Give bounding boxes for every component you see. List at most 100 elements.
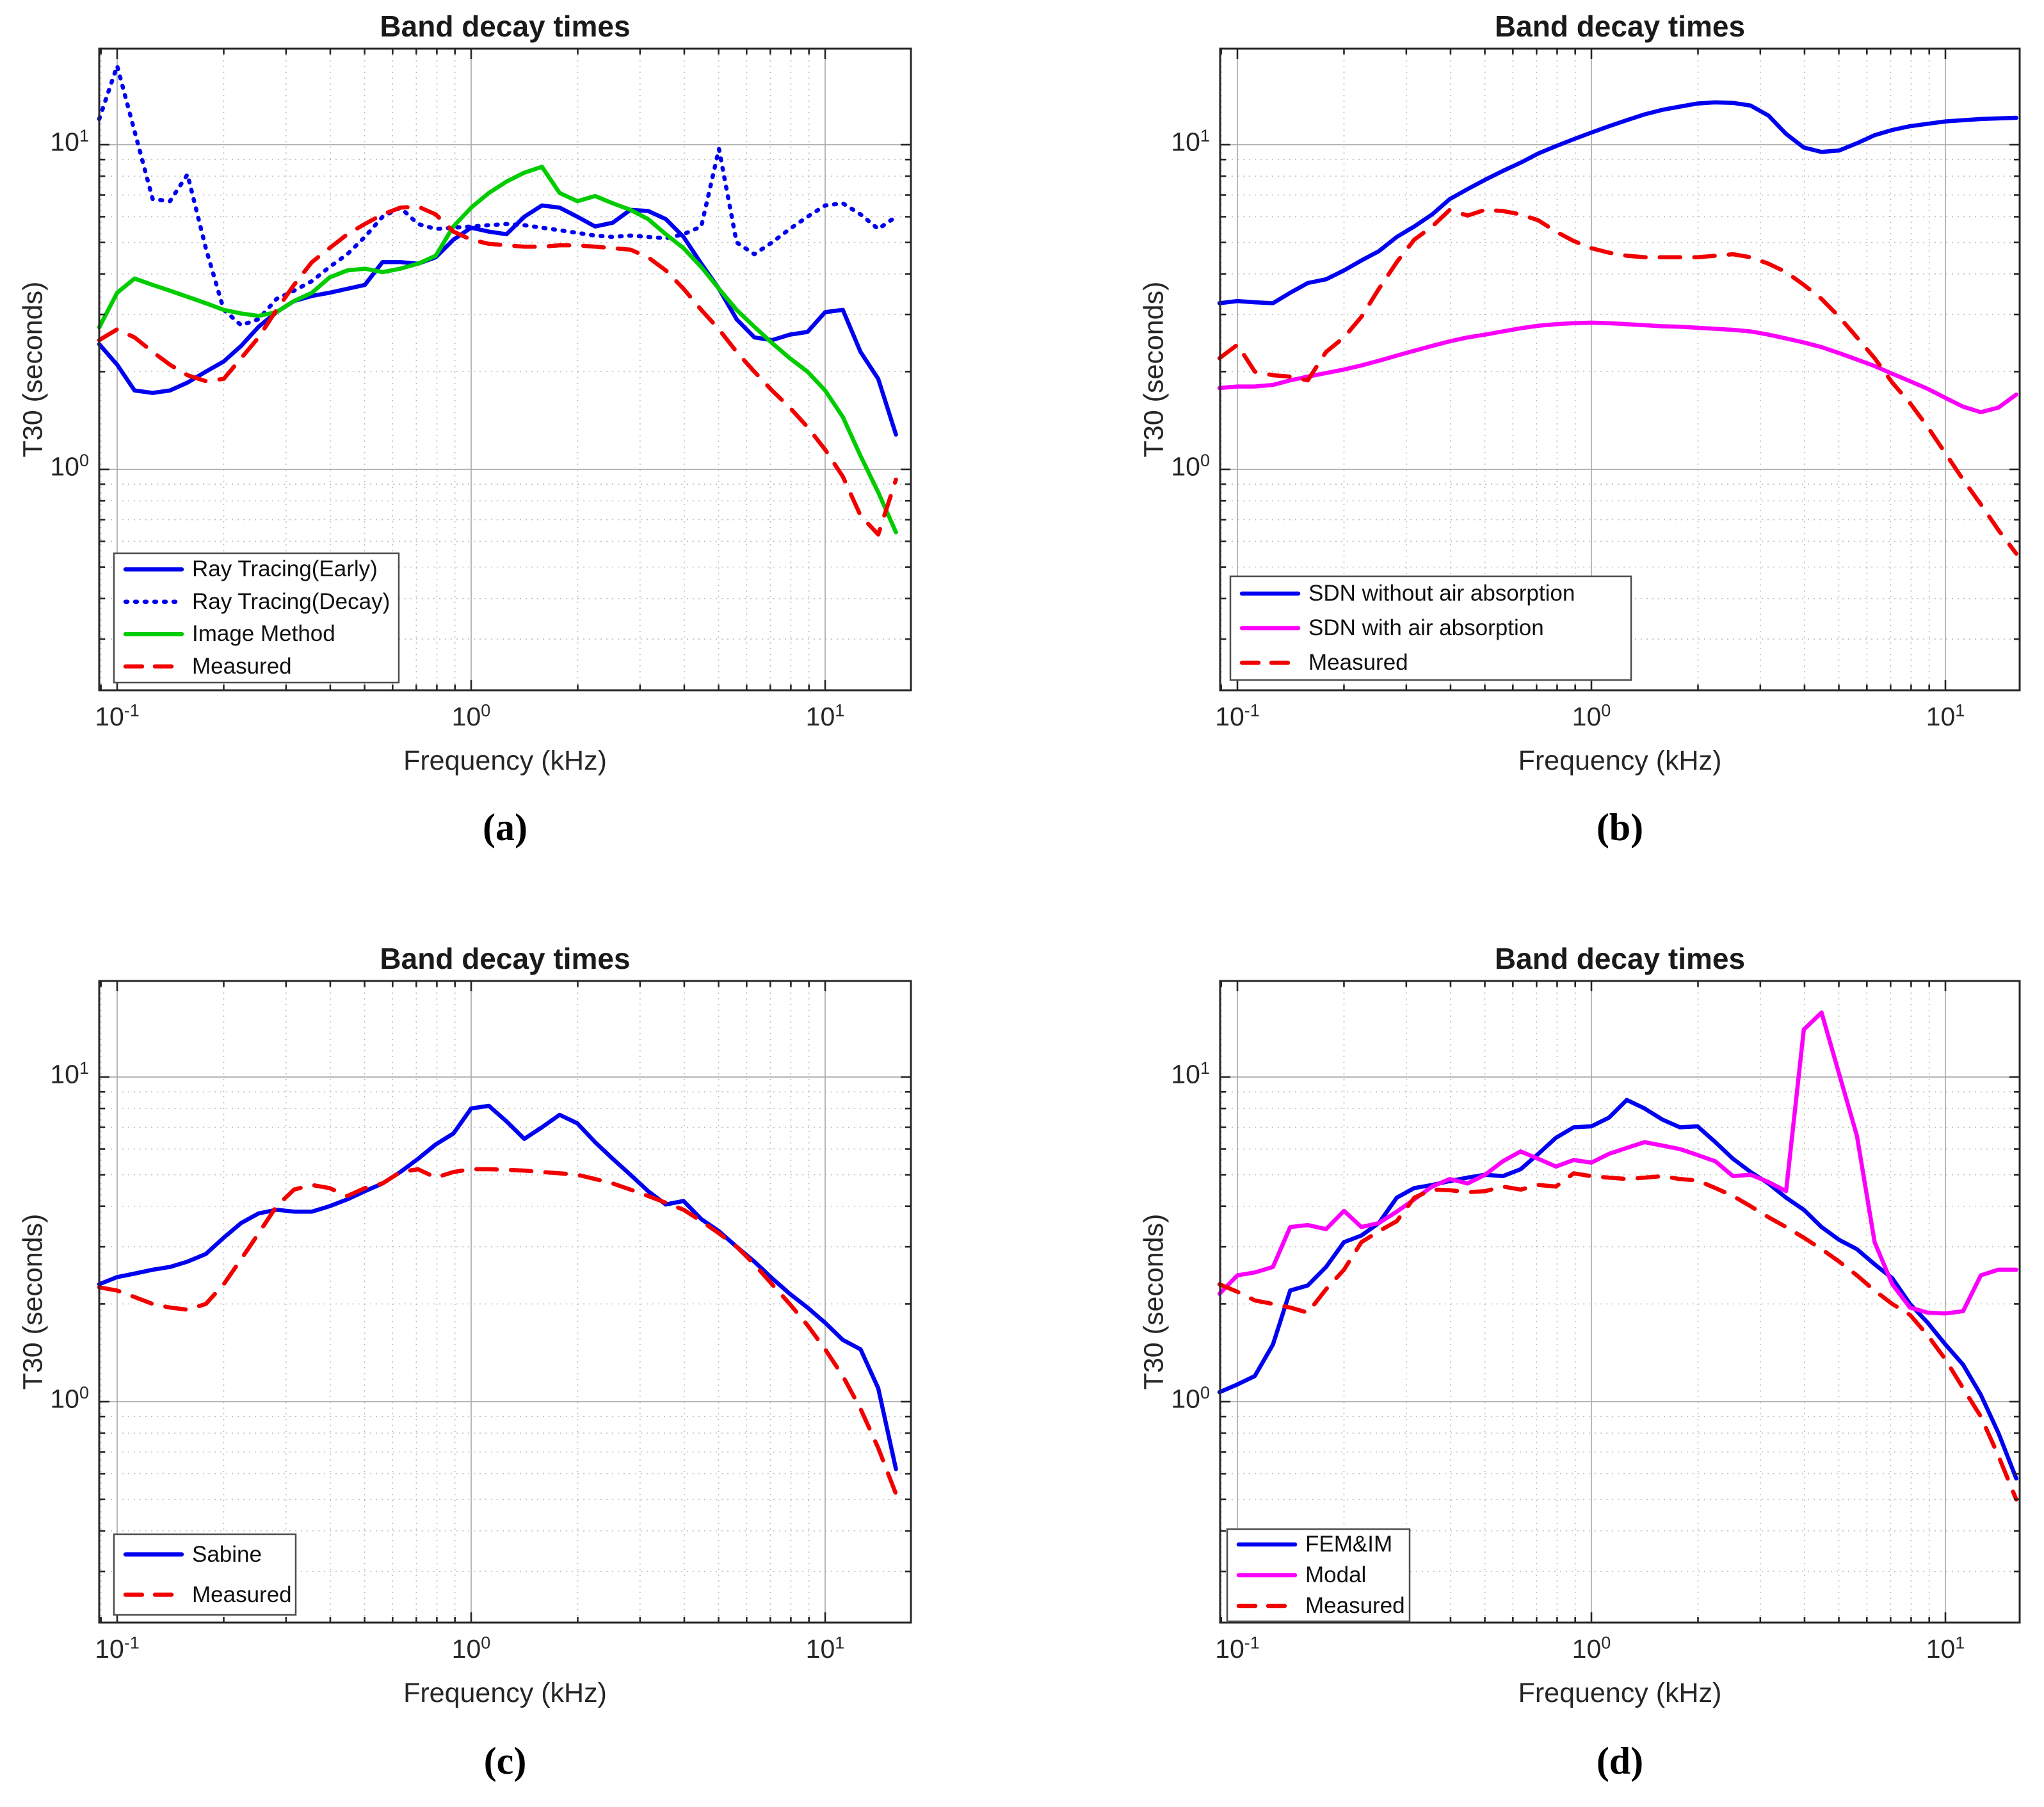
tick-label-exponent: 0	[1601, 1633, 1611, 1653]
panel-c-series-sabine	[97, 1103, 898, 1471]
tick-label-exponent: -1	[124, 701, 140, 720]
panel-d-caption: (d)	[1596, 1740, 1644, 1782]
tick-label-exponent: 1	[1955, 701, 1965, 720]
tick-label-base: 10	[1215, 702, 1244, 731]
tick-label-exponent: 0	[1200, 1382, 1210, 1402]
panel-b-y-tick-label: 101	[1171, 127, 1210, 158]
legend-item-label: Ray Tracing(Decay)	[192, 588, 390, 614]
tick-label-base: 10	[1171, 127, 1200, 157]
panel-a-xlabel: Frequency (kHz)	[403, 745, 607, 776]
panel-a-ylabel: T30 (seconds)	[17, 281, 49, 458]
panel-d-x-tick-label: 101	[1926, 1634, 1965, 1664]
panel-b-x-tick-label: 101	[1926, 702, 1965, 732]
tick-label-base: 10	[50, 451, 79, 482]
panel-a-frame	[98, 47, 912, 692]
panel-c-xlabel: Frequency (kHz)	[403, 1678, 607, 1708]
tick-label-base: 10	[1572, 702, 1602, 731]
panel-b-x-tick-label: 10-1	[1215, 702, 1260, 732]
tick-label-exponent: -1	[124, 1633, 140, 1653]
panel-c-y-tick-label: 101	[50, 1058, 89, 1090]
panel-d	[1217, 980, 2021, 1624]
legend-item-label: SDN with air absorption	[1308, 615, 1544, 640]
panel-d-y-tick-label: 100	[1171, 1384, 1210, 1414]
panel-d-x-tick-label: 10-1	[1215, 1634, 1260, 1664]
tick-label-base: 10	[1171, 451, 1200, 482]
tick-label-base: 10	[95, 1634, 124, 1664]
panel-a-y-tick-label: 101	[50, 127, 89, 158]
tick-label-base: 10	[95, 702, 124, 731]
tick-label-exponent: 0	[1200, 450, 1210, 470]
legend-item-label: SDN without air absorption	[1308, 581, 1575, 606]
tick-label-exponent: 0	[481, 701, 491, 720]
legend-item-label: FEM&IM	[1305, 1532, 1393, 1557]
panel-c-x-tick-label: 100	[452, 1634, 491, 1664]
tick-label-exponent: 1	[79, 1058, 89, 1078]
legend-item-label: Measured	[192, 1582, 292, 1607]
panel-d-series-fem-im	[1217, 1098, 2018, 1481]
panel-d-title: Band decay times	[1494, 942, 1746, 975]
panel-b-series-sdn-with-air-absorption	[1217, 320, 2018, 414]
panel-c-grid	[99, 981, 911, 1623]
panel-c-ylabel: T30 (seconds)	[17, 1213, 49, 1390]
panel-a-x-tick-label: 10-1	[95, 702, 140, 732]
panel-c-x-tick-label: 10-1	[95, 1634, 140, 1664]
tick-label-base: 10	[805, 1634, 835, 1664]
tick-label-exponent: 1	[1200, 1058, 1210, 1078]
panel-a-x-tick-label: 100	[452, 702, 491, 732]
panel-b-x-tick-label: 100	[1572, 702, 1611, 732]
tick-label-base: 10	[1572, 1634, 1602, 1664]
tick-label-base: 10	[50, 127, 79, 157]
panel-a	[97, 47, 912, 692]
panel-a-ticks	[99, 49, 911, 690]
tick-label-base: 10	[805, 702, 835, 731]
panel-b	[1217, 47, 2021, 692]
tick-label-exponent: 1	[79, 126, 89, 145]
panel-b-ticks	[1220, 49, 2020, 690]
tick-label-base: 10	[451, 1634, 481, 1664]
panel-c-ticks	[99, 981, 911, 1623]
panel-d-ticks	[1220, 981, 2020, 1623]
legend-item-label: Measured	[192, 653, 292, 679]
panel-c-y-tick-label: 100	[50, 1384, 89, 1414]
tick-label-exponent: 0	[1601, 701, 1611, 720]
panel-a-series-ray-tracing-decay-	[97, 63, 898, 328]
panel-d-xlabel: Frequency (kHz)	[1518, 1678, 1722, 1708]
panel-a-y-tick-label: 100	[50, 451, 89, 482]
panel-a-series-image-method	[97, 165, 898, 535]
legend-item-label: Image Method	[192, 621, 335, 647]
panel-d-series-measured	[1217, 1171, 2018, 1502]
panel-b-y-tick-label: 100	[1171, 450, 1210, 482]
panel-d-grid	[1220, 981, 2020, 1623]
tick-label-exponent: 1	[1955, 1633, 1965, 1653]
tick-label-exponent: -1	[1244, 1633, 1260, 1653]
panel-a-title: Band decay times	[380, 10, 631, 43]
panel-d-y-tick-label: 101	[1171, 1058, 1210, 1090]
legend-item-label: Sabine	[192, 1541, 262, 1567]
tick-label-base: 10	[50, 1059, 79, 1089]
panel-d-series-modal	[1217, 1010, 2018, 1316]
legend-item-label: Modal	[1305, 1562, 1367, 1587]
tick-label-exponent: 1	[1200, 126, 1210, 145]
panel-c-caption: (c)	[483, 1740, 527, 1782]
panel-b-ylabel: T30 (seconds)	[1138, 281, 1170, 458]
tick-label-exponent: 0	[481, 1633, 491, 1653]
panel-a-series-ray-tracing-early-	[97, 203, 898, 437]
panel-b-caption: (b)	[1596, 806, 1644, 848]
tick-label-exponent: 1	[835, 701, 845, 720]
panel-c-title: Band decay times	[380, 942, 631, 975]
panel-b-series-sdn-without-air-absorption	[1217, 100, 2018, 305]
legend-item-label: Measured	[1308, 650, 1408, 675]
tick-label-base: 10	[1171, 1384, 1200, 1414]
panel-c-x-tick-label: 101	[806, 1634, 845, 1664]
panel-c-series-measured	[97, 1167, 898, 1496]
panel-a-caption: (a)	[483, 806, 527, 848]
tick-label-base: 10	[451, 702, 481, 731]
panel-a-legend-box	[113, 552, 400, 684]
panel-c-legend-box	[113, 1533, 297, 1616]
tick-label-exponent: 0	[79, 1382, 89, 1402]
tick-label-base: 10	[1215, 1634, 1244, 1664]
panel-c-frame	[98, 980, 912, 1624]
panel-a-x-tick-label: 101	[806, 702, 845, 732]
